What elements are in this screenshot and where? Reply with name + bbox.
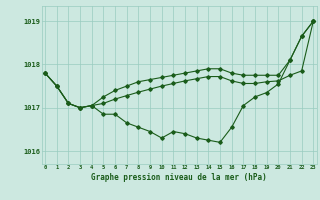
X-axis label: Graphe pression niveau de la mer (hPa): Graphe pression niveau de la mer (hPa) [91, 173, 267, 182]
